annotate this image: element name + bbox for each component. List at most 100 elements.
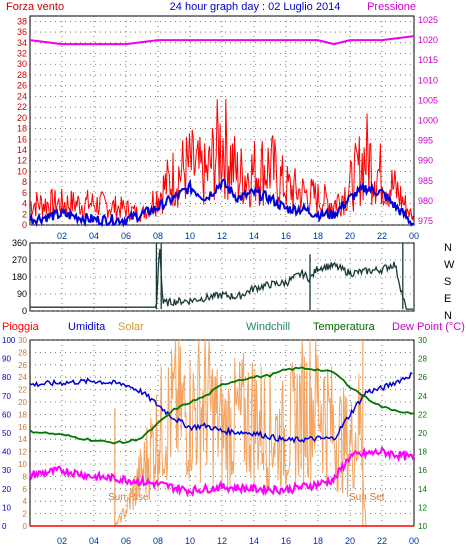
wind-tick-label: 6	[22, 188, 27, 198]
compass-label: E	[444, 293, 451, 305]
wind-tick-label: 12	[17, 156, 27, 166]
x-tick-label: 20	[345, 231, 355, 241]
wind-tick-label: 20	[17, 113, 27, 123]
solar-tick-label: 22	[18, 386, 27, 395]
rain-label: Pioggia	[2, 321, 40, 333]
dewpoint-series	[29, 445, 415, 498]
humidity-tick-label: 100	[2, 336, 16, 345]
wind-tick-label: 14	[17, 145, 27, 155]
temperature-tick-label: 10	[418, 522, 427, 531]
temperature-tick-label: 30	[418, 336, 427, 345]
humidity-tick-label: 60	[2, 410, 11, 419]
wind-tick-label: 18	[17, 124, 27, 134]
solar-tick-label: 8	[23, 472, 28, 481]
solar-tick-label: 18	[18, 410, 27, 419]
x-tick-label: 10	[185, 231, 195, 241]
solar-tick-label: 12	[18, 448, 27, 457]
x-tick-label: 12	[217, 231, 227, 241]
temperature-tick-label: 26	[418, 373, 427, 382]
temperature-tick-label: 16	[418, 466, 427, 475]
temperature-tick-label: 24	[418, 392, 427, 401]
temperature-label: Temperatura	[313, 321, 376, 333]
chart-title: 24 hour graph day : 02 Luglio 2014	[170, 1, 341, 13]
solar-tick-label: 10	[18, 460, 27, 469]
wind-tick-label: 0	[22, 220, 27, 230]
x-tick-label: 06	[121, 231, 131, 241]
compass-label: W	[444, 259, 455, 271]
wind-tick-label: 32	[17, 49, 27, 59]
pressure-tick-label: 980	[418, 196, 433, 206]
humidity-tick-label: 0	[2, 522, 7, 531]
x-tick-label: 12	[217, 536, 227, 546]
solar-tick-label: 30	[18, 336, 27, 345]
pressure-tick-label: 1000	[418, 116, 438, 126]
direction-tick-label: 90	[17, 289, 27, 299]
x-tick-label: 06	[121, 536, 131, 546]
x-tick-label: 00	[409, 231, 419, 241]
solar-tick-label: 16	[18, 423, 27, 432]
pressure-tick-label: 1015	[418, 55, 438, 65]
x-tick-label: 02	[57, 231, 67, 241]
pressure-tick-label: 990	[418, 156, 433, 166]
compass-label: N	[444, 310, 452, 322]
humidity-tick-label: 80	[2, 373, 11, 382]
direction-tick-label: 180	[12, 272, 27, 282]
solar-tick-label: 28	[18, 348, 27, 357]
humidity-tick-label: 20	[2, 485, 11, 494]
wind-tick-label: 8	[22, 177, 27, 187]
wind-tick-label: 34	[17, 38, 27, 48]
x-tick-label: 14	[249, 231, 259, 241]
sunset-annotation: Sun Set	[349, 492, 385, 503]
temperature-series	[29, 366, 415, 445]
x-tick-label: 18	[313, 231, 323, 241]
solar-label: Solar	[118, 321, 144, 333]
wind-tick-label: 38	[17, 16, 27, 26]
solar-tick-label: 24	[18, 373, 27, 382]
pressure-tick-label: 1025	[418, 15, 438, 25]
x-tick-label: 18	[313, 536, 323, 546]
solar-tick-label: 0	[23, 522, 28, 531]
x-tick-label: 14	[249, 536, 259, 546]
solar-tick-label: 20	[18, 398, 27, 407]
wind-tick-label: 30	[17, 59, 27, 69]
humidity-tick-label: 30	[2, 466, 11, 475]
compass-label: S	[444, 276, 451, 288]
wind-tick-label: 16	[17, 134, 27, 144]
solar-tick-label: 6	[23, 485, 28, 494]
temperature-tick-label: 20	[418, 429, 427, 438]
humidity-tick-label: 10	[2, 503, 11, 512]
x-tick-label: 10	[185, 536, 195, 546]
temperature-tick-label: 18	[418, 448, 427, 457]
wind-tick-label: 28	[17, 70, 27, 80]
windchill-label: Windchill	[246, 321, 290, 333]
pressure-tick-label: 985	[418, 176, 433, 186]
humidity-tick-label: 70	[2, 392, 11, 401]
solar-tick-label: 14	[18, 435, 27, 444]
wind-tick-label: 36	[17, 27, 27, 37]
humidity-tick-label: 40	[2, 448, 11, 457]
solar-tick-label: 2	[23, 510, 28, 519]
x-tick-label: 04	[89, 536, 99, 546]
wind-tick-label: 24	[17, 91, 27, 101]
x-tick-label: 22	[377, 536, 387, 546]
humidity-label: Umidita	[68, 321, 106, 333]
pressure-tick-label: 995	[418, 136, 433, 146]
temperature-tick-label: 22	[418, 410, 427, 419]
x-tick-label: 16	[281, 536, 291, 546]
humidity-tick-label: 90	[2, 355, 11, 364]
pressure-axis-label: Pressione	[367, 1, 416, 13]
pressure-tick-label: 1010	[418, 75, 438, 85]
humidity-series	[29, 372, 413, 444]
wind-tick-label: 2	[22, 209, 27, 219]
wind-axis-label: Forza vento	[6, 1, 64, 13]
x-tick-label: 00	[409, 536, 419, 546]
x-tick-label: 08	[153, 536, 163, 546]
direction-tick-label: 360	[12, 238, 27, 248]
pressure-series	[29, 35, 415, 46]
x-tick-label: 22	[377, 231, 387, 241]
x-tick-label: 16	[281, 231, 291, 241]
wind-tick-label: 22	[17, 102, 27, 112]
sunrise-annotation: Sun Rise	[108, 492, 149, 503]
solar-tick-label: 26	[18, 361, 27, 370]
